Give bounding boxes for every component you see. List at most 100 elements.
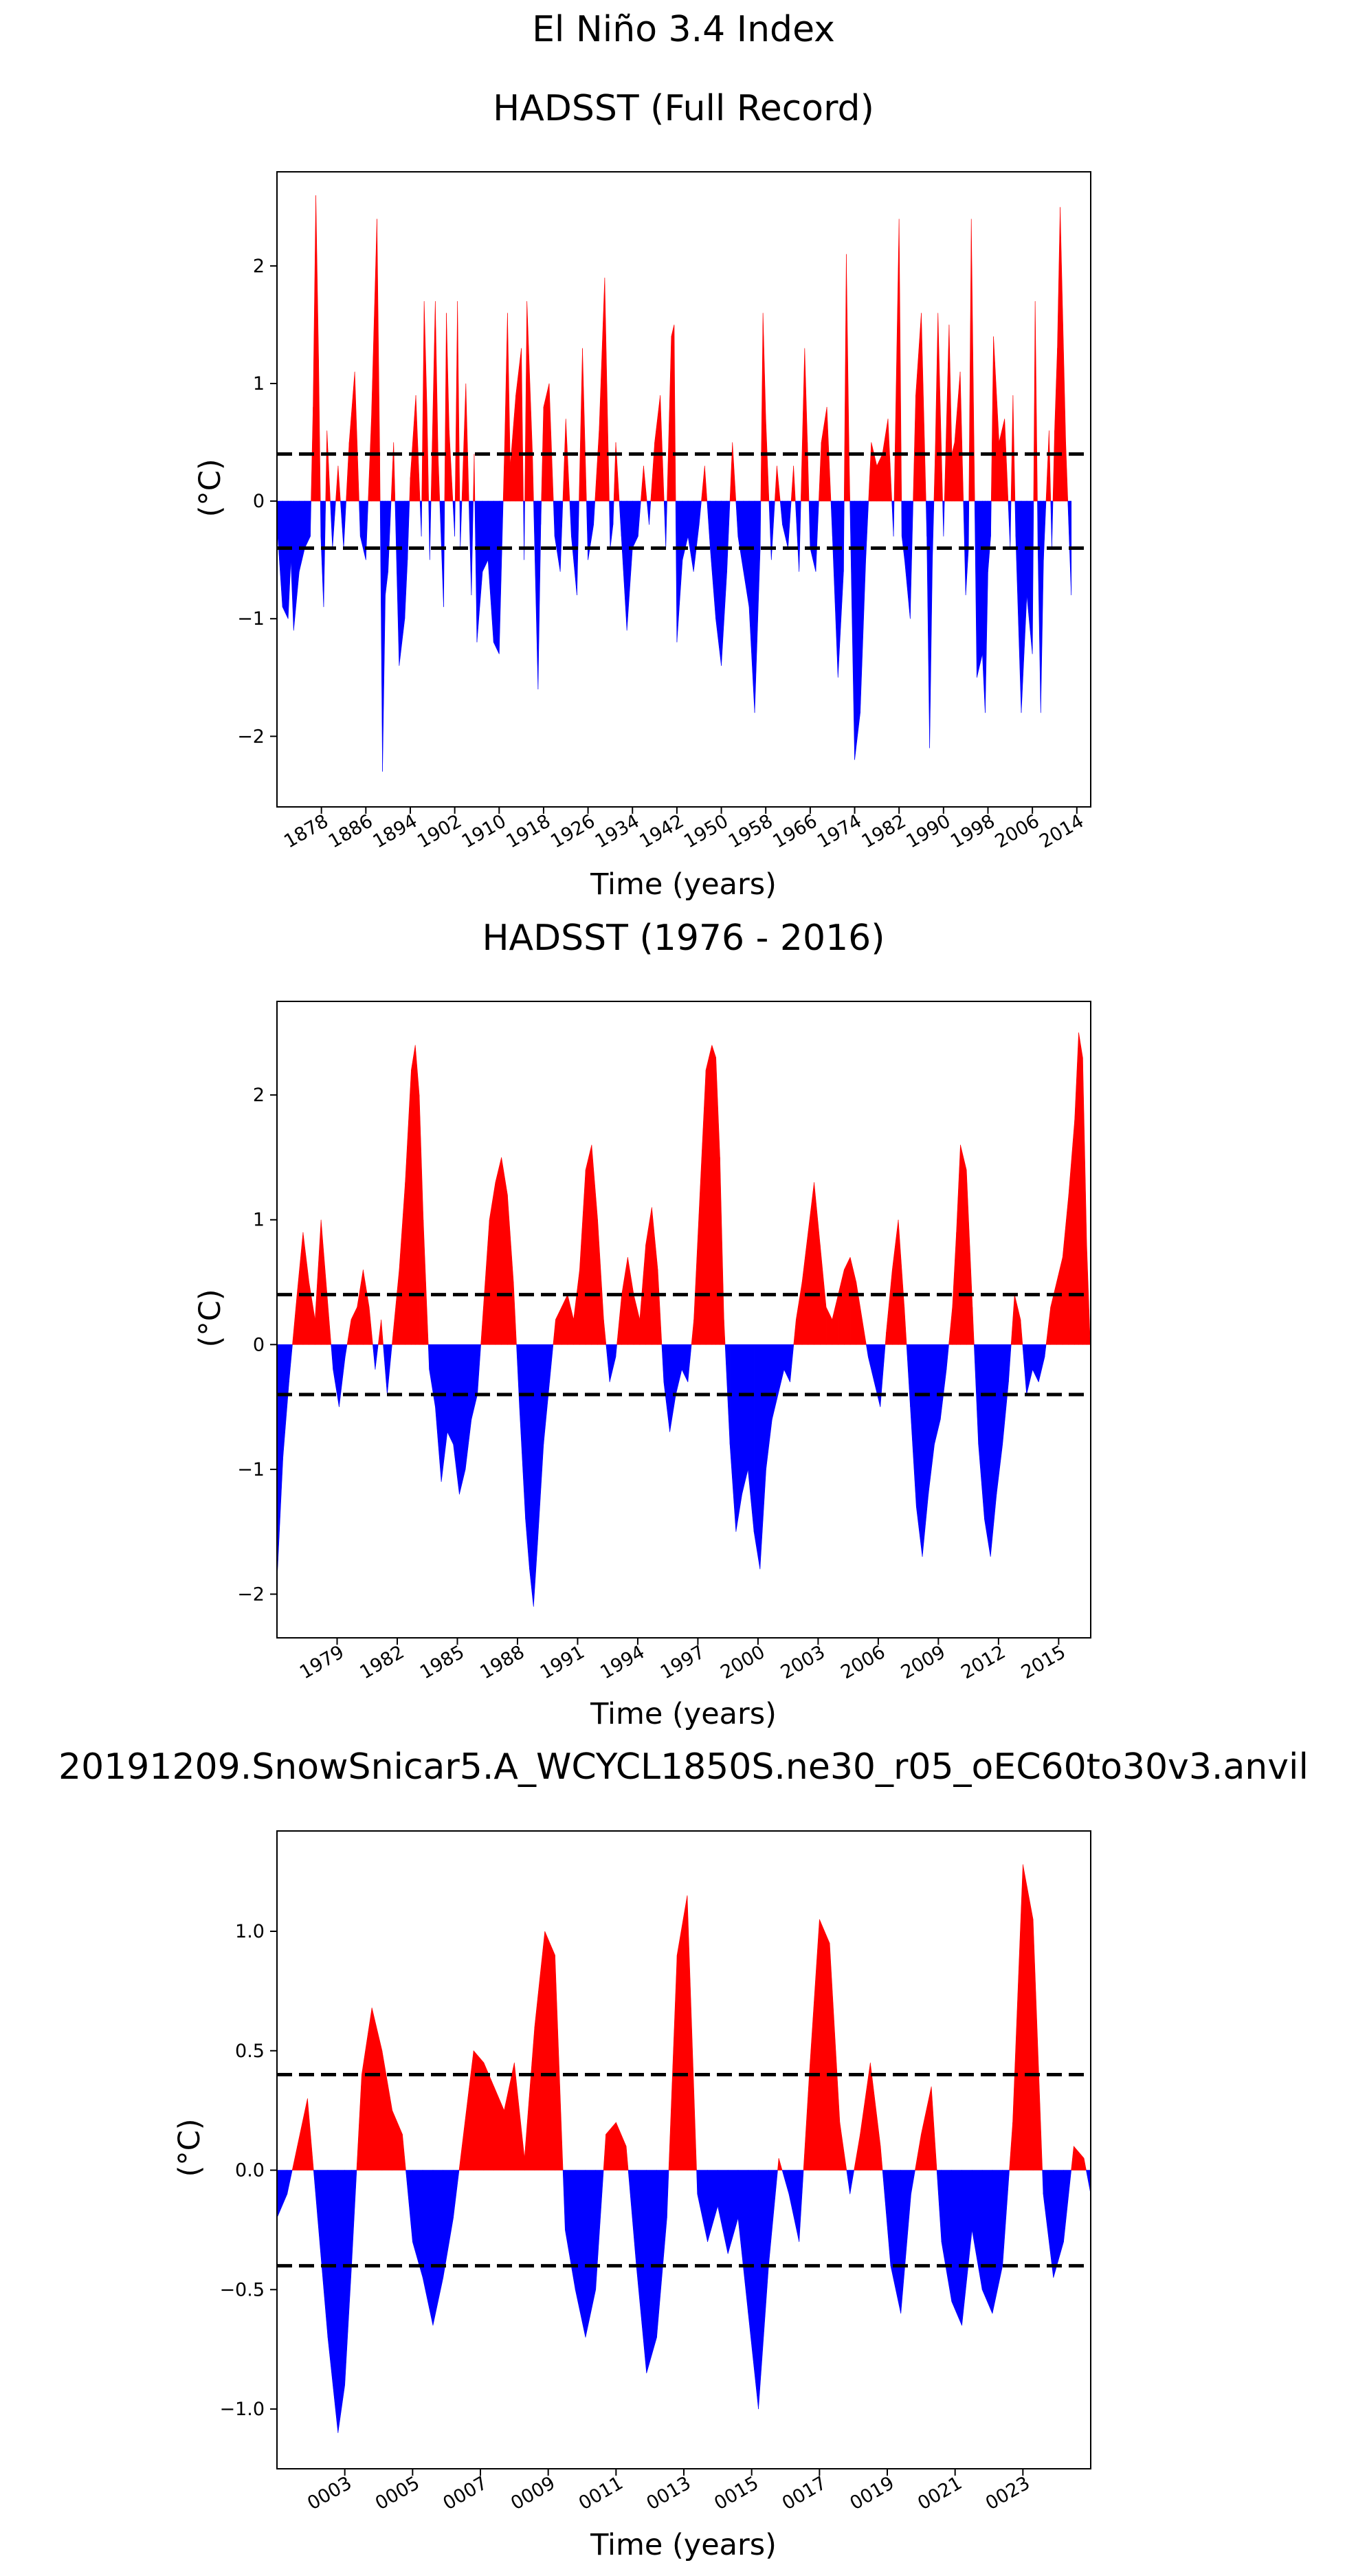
warm-anomaly-area bbox=[449, 430, 454, 502]
cold-anomaly-area bbox=[770, 500, 775, 560]
cold-anomaly-area bbox=[832, 500, 838, 678]
warm-anomaly-area bbox=[1083, 2158, 1087, 2170]
warm-anomaly-area bbox=[501, 1157, 508, 1345]
warm-anomaly-area bbox=[1020, 1319, 1023, 1345]
warm-anomaly-area bbox=[819, 442, 822, 502]
warm-anomaly-area bbox=[898, 1219, 905, 1345]
warm-anomaly-area bbox=[948, 1307, 953, 1345]
warm-anomaly-area bbox=[399, 1182, 405, 1345]
warm-anomaly-area bbox=[392, 1269, 400, 1345]
cold-anomaly-area bbox=[1008, 1344, 1012, 1382]
warm-anomaly-area bbox=[493, 2086, 504, 2170]
warm-anomaly-area bbox=[796, 1282, 803, 1345]
warm-anomaly-area bbox=[880, 2146, 883, 2170]
cold-anomaly-area bbox=[707, 2170, 718, 2242]
cold-anomaly-area bbox=[330, 500, 333, 548]
warm-anomaly-area bbox=[474, 454, 476, 502]
cold-anomaly-area bbox=[962, 2170, 973, 2326]
warm-anomaly-area bbox=[968, 219, 972, 502]
warm-anomaly-area bbox=[1062, 1195, 1069, 1345]
cold-anomaly-area bbox=[940, 1344, 947, 1420]
cold-anomaly-area bbox=[1002, 2170, 1010, 2266]
cold-anomaly-area bbox=[559, 500, 564, 572]
warm-anomaly-area bbox=[603, 2134, 606, 2170]
warm-anomaly-area bbox=[687, 1895, 697, 2170]
warm-anomaly-area bbox=[913, 395, 916, 502]
cold-anomaly-area bbox=[1026, 500, 1033, 654]
y-tick-label: 0.0 bbox=[235, 2160, 265, 2181]
warm-anomaly-area bbox=[951, 442, 955, 502]
cold-anomaly-area bbox=[1053, 2170, 1064, 2278]
warm-anomaly-area bbox=[807, 442, 810, 502]
cold-anomaly-area bbox=[779, 500, 783, 525]
cold-anomaly-area bbox=[333, 1344, 340, 1408]
warm-anomaly-area bbox=[555, 1307, 562, 1345]
cold-anomaly-area bbox=[638, 500, 641, 537]
cold-anomaly-area bbox=[911, 2170, 915, 2195]
warm-anomaly-area bbox=[1009, 2122, 1013, 2170]
warm-anomaly-area bbox=[548, 383, 554, 502]
warm-anomaly-area bbox=[582, 348, 586, 502]
cold-anomaly-area bbox=[320, 500, 324, 608]
cold-anomaly-area bbox=[419, 500, 422, 537]
warm-anomaly-area bbox=[379, 454, 381, 502]
warm-anomaly-area bbox=[348, 371, 355, 502]
cold-anomaly-area bbox=[1032, 1344, 1039, 1382]
x-tick-label: 0023 bbox=[982, 2472, 1034, 2514]
cold-anomaly-area bbox=[344, 1344, 348, 1357]
cold-anomaly-area bbox=[729, 1344, 737, 1532]
warm-anomaly-area bbox=[410, 395, 416, 502]
cold-anomaly-area bbox=[649, 500, 652, 525]
warm-anomaly-area bbox=[579, 348, 583, 502]
cold-anomaly-area bbox=[569, 500, 572, 537]
cold-anomaly-area bbox=[299, 500, 305, 572]
cold-anomaly-area bbox=[412, 2170, 423, 2278]
cold-anomaly-area bbox=[1010, 500, 1012, 548]
warm-anomaly-area bbox=[346, 442, 350, 502]
warm-anomaly-area bbox=[526, 301, 533, 502]
warm-anomaly-area bbox=[625, 2146, 629, 2170]
x-axis-label: Time (years) bbox=[590, 867, 777, 902]
warm-anomaly-area bbox=[390, 442, 394, 502]
cold-anomaly-area bbox=[519, 1344, 526, 1520]
x-tick-label: 1998 bbox=[947, 810, 999, 852]
warm-anomaly-area bbox=[615, 442, 620, 502]
warm-anomaly-area bbox=[318, 359, 321, 502]
plot-area: −1.0 −0.5 0.0 0.5 1.0 0003 0005 0007 0009 0011 001… bbox=[219, 1830, 1091, 2514]
cold-anomaly-area bbox=[474, 500, 478, 643]
warm-anomaly-area bbox=[808, 1182, 814, 1345]
warm-anomaly-area bbox=[291, 2146, 298, 2170]
warm-anomaly-area bbox=[354, 371, 359, 502]
warm-anomaly-area bbox=[809, 1919, 820, 2170]
cold-anomaly-area bbox=[465, 1344, 472, 1469]
x-tick-label: 1982 bbox=[356, 1641, 408, 1683]
warm-anomaly-area bbox=[315, 1219, 322, 1345]
x-tick-label: 1966 bbox=[769, 810, 821, 852]
cold-anomaly-area bbox=[777, 1344, 785, 1395]
warm-anomaly-area bbox=[351, 1307, 357, 1345]
x-tick-label: 1902 bbox=[414, 810, 465, 852]
x-tick-label: 1997 bbox=[657, 1641, 709, 1683]
warm-anomaly-area bbox=[521, 348, 524, 502]
warm-anomaly-area bbox=[820, 1245, 827, 1345]
warm-anomaly-area bbox=[643, 465, 647, 502]
cold-anomaly-area bbox=[1026, 1344, 1033, 1395]
cold-anomaly-area bbox=[996, 1344, 1003, 1495]
warm-anomaly-area bbox=[972, 1307, 975, 1345]
cold-anomaly-area bbox=[726, 500, 731, 572]
cold-anomaly-area bbox=[524, 500, 525, 560]
warm-anomaly-area bbox=[705, 1045, 713, 1345]
warm-anomaly-area bbox=[297, 2098, 308, 2170]
warm-anomaly-area bbox=[931, 2086, 937, 2170]
warm-anomaly-area bbox=[856, 1282, 863, 1345]
warm-anomaly-area bbox=[762, 313, 766, 502]
warm-anomaly-area bbox=[504, 313, 508, 502]
cold-anomaly-area bbox=[421, 500, 423, 537]
axes-frame bbox=[276, 171, 1091, 808]
warm-anomaly-area bbox=[435, 301, 438, 502]
warm-anomaly-area bbox=[320, 1219, 328, 1345]
cold-anomaly-area bbox=[1008, 500, 1011, 548]
cold-anomaly-area bbox=[287, 2170, 293, 2195]
cold-anomaly-area bbox=[1040, 500, 1044, 713]
cold-anomaly-area bbox=[735, 500, 739, 537]
